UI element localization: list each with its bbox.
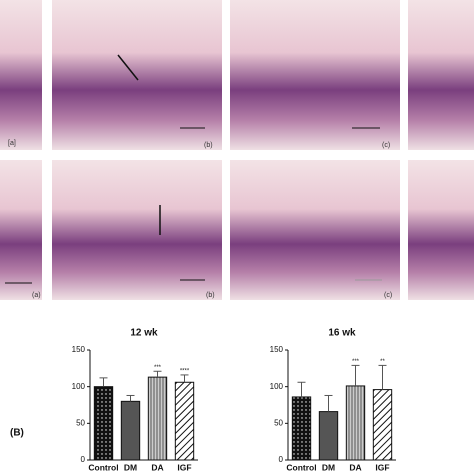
- x-tick-label: Control: [286, 462, 316, 472]
- y-tick-label: 100: [72, 382, 86, 391]
- histology-images: [a] (b) (c) (a) (b) (c): [0, 0, 474, 300]
- image: [408, 0, 474, 150]
- significance-label: ***: [154, 365, 162, 371]
- significance-label: **: [380, 359, 385, 365]
- significance-label: ***: [352, 359, 360, 365]
- bar: [318, 411, 339, 461]
- image: [52, 0, 222, 150]
- image: [230, 160, 400, 300]
- x-tick-label: IGF: [177, 462, 191, 472]
- x-tick-label: DM: [322, 462, 335, 472]
- bar: [93, 386, 114, 461]
- bar: [345, 385, 366, 461]
- panel-label: [a]: [8, 140, 16, 147]
- figure-label: (B): [10, 428, 24, 439]
- image: [408, 160, 474, 300]
- panel-label: (c): [382, 142, 390, 149]
- panel-label: (b): [204, 142, 213, 149]
- x-tick-label: DM: [124, 462, 137, 472]
- y-tick-label: 150: [270, 345, 284, 354]
- chart-title: 12 wk: [130, 328, 158, 339]
- bar: [372, 389, 393, 461]
- bar: [120, 400, 141, 461]
- y-tick-label: 100: [270, 382, 284, 391]
- y-tick-label: 50: [274, 418, 283, 427]
- chart-title: 16 wk: [328, 328, 356, 339]
- image: [0, 160, 42, 300]
- bar: [174, 381, 195, 461]
- x-tick-label: DA: [151, 462, 163, 472]
- bar: [147, 376, 168, 461]
- bar: [291, 396, 312, 461]
- x-tick-label: IGF: [375, 462, 389, 472]
- panel-label: (b): [206, 292, 215, 299]
- y-tick-label: 0: [279, 455, 284, 464]
- y-tick-label: 0: [81, 455, 86, 464]
- image: [0, 0, 42, 150]
- y-tick-label: 150: [72, 345, 86, 354]
- panel-label: (a): [32, 292, 41, 299]
- x-tick-label: DA: [349, 462, 361, 472]
- panel-label: (c): [384, 292, 392, 299]
- y-tick-label: 50: [76, 418, 85, 427]
- arrow: [117, 54, 139, 81]
- image: [230, 0, 400, 150]
- image: [52, 160, 222, 300]
- significance-label: ****: [180, 369, 190, 375]
- x-tick-label: Control: [88, 462, 118, 472]
